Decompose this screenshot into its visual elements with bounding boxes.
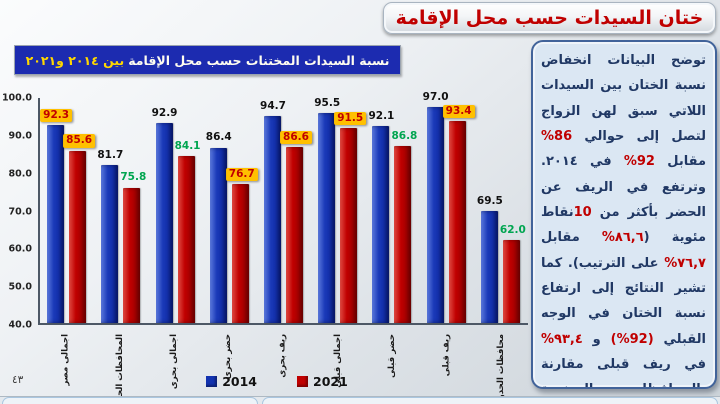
bar-2014-4	[209, 147, 227, 323]
commentary-segment: توضح البيانات انخفاض نسبة الختان بين الس…	[541, 53, 706, 145]
x-axis-category-label: المحافظات الحضرية	[114, 334, 125, 404]
data-label-2014: 86.4	[205, 131, 232, 144]
bar-group: 92.9 84.1	[148, 98, 202, 323]
bar-groups: 92.3 85.6 81.7 75.8 92.9 84.1 86.4 76.7 94.7 86.6…	[40, 91, 528, 323]
data-label-2021: 76.7	[225, 168, 258, 182]
data-label-2014: 69.5	[476, 195, 503, 208]
legend-item-2021: 2021	[297, 374, 348, 389]
bar-2021-5	[285, 146, 303, 323]
legend-swatch-icon	[206, 375, 218, 387]
y-axis: 100.0 90.0 80.0 70.0 60.0 50.0 40.0	[2, 93, 35, 331]
commentary-segment: على الترتيب). كما تشير النتائج إلى ارتفا…	[541, 255, 706, 347]
commentary-text: توضح البيانات انخفاض نسبة الختان بين الس…	[541, 48, 706, 387]
x-axis-category-label: حضر قبلى	[386, 334, 397, 378]
bar-group: 94.7 86.6	[257, 98, 312, 323]
data-label-2014: 92.9	[151, 106, 178, 119]
commentary-segment: نقاط مئوية (	[541, 205, 706, 246]
legend-label: 2021	[313, 373, 348, 389]
bar-2021-1	[69, 150, 87, 323]
data-label-2021: 75.8	[120, 171, 147, 184]
bar-2021-3	[177, 156, 195, 323]
bar-2021-7	[394, 145, 412, 323]
bar-2014-8	[426, 107, 444, 323]
bar-2014-7	[372, 125, 390, 323]
data-label-2021: 91.5	[334, 112, 367, 126]
chart-title-years: بين ٢٠١٤ و٢٠٢١	[25, 52, 125, 68]
bar-2021-6	[340, 128, 358, 323]
bar-2014-5	[263, 116, 281, 323]
data-label-2014: 94.7	[260, 99, 286, 112]
commentary-highlight-number: 86%	[541, 129, 573, 145]
bar-group: 95.5 91.5	[311, 96, 367, 323]
bar-group: 92.1 86.8	[365, 98, 419, 323]
bar-group: 81.7 75.8	[94, 98, 148, 323]
bar-group: 69.5 62.0	[474, 98, 528, 323]
bar-2014-3	[155, 122, 173, 323]
bar-2021-4	[231, 184, 249, 323]
bar-group: 86.4 76.7	[203, 98, 258, 323]
data-label-2014: 81.7	[97, 149, 124, 162]
y-axis-tick-label: 100.0	[1, 92, 32, 104]
data-label-2014: 92.1	[368, 109, 395, 122]
commentary-highlight-number: 10	[573, 205, 592, 221]
chart-legend: 2014 2021	[38, 373, 516, 389]
data-label-2021: 84.1	[174, 140, 201, 153]
slide-title-bar: ختان السيدات حسب محل الإقامة	[383, 2, 716, 34]
data-label-2014: 95.5	[314, 96, 341, 109]
legend-item-2014: 2014	[206, 374, 257, 389]
bar-2014-2	[101, 165, 119, 323]
data-label-2021: 86.8	[391, 129, 418, 142]
bar-2014-9	[480, 211, 498, 323]
commentary-highlight-number: ٩٣,٤%	[541, 331, 583, 347]
commentary-segment: في ٢٠١٤. وترتفع في الريف عن الحضر بأكثر …	[541, 154, 706, 221]
commentary-segment: مقابل	[541, 230, 602, 246]
next-slide-box-right	[262, 397, 718, 404]
y-axis-tick-label: 90.0	[8, 130, 32, 142]
y-axis-tick-label: 70.0	[8, 206, 32, 217]
commentary-segment: مقابل	[654, 154, 706, 170]
commentary-highlight-number: ٨٦,٦%	[601, 230, 644, 246]
data-label-2021: 86.6	[280, 130, 312, 144]
bar-2021-2	[123, 187, 141, 323]
chart-plot-area: 92.3 85.6 81.7 75.8 92.9 84.1 86.4 76.7 94.7 86.6…	[38, 91, 528, 325]
data-label-2021: 93.4	[442, 104, 475, 118]
commentary-segment: و	[582, 331, 611, 347]
bar-2014-6	[318, 113, 336, 323]
x-axis-category-label: محافظات الحدود	[495, 334, 506, 404]
x-axis-category-label: ريف قبلى	[441, 334, 452, 377]
y-axis-tick-label: 40.0	[8, 319, 32, 331]
bar-group: 92.3 85.6	[40, 98, 96, 323]
slide-title: ختان السيدات حسب محل الإقامة	[395, 7, 704, 29]
bar-2021-8	[448, 121, 466, 323]
commentary-panel: توضح البيانات انخفاض نسبة الختان بين الس…	[531, 40, 717, 389]
y-axis-tick-label: 50.0	[8, 281, 32, 293]
y-axis-tick-label: 80.0	[8, 168, 32, 180]
data-label-2021: 85.6	[63, 134, 96, 148]
bar-group: 97.0 93.4	[420, 91, 475, 323]
next-slide-edge	[0, 396, 720, 404]
commentary-highlight-number: (92%)	[610, 331, 654, 347]
chart-title-main: نسبة السيدات المختنات حسب محل الإقامة	[128, 52, 390, 68]
commentary-highlight-number: ٧٦,٧%	[664, 255, 706, 271]
y-axis-tick-label: 60.0	[8, 243, 32, 255]
bar-2021-9	[502, 239, 520, 323]
commentary-highlight-number: 92%	[623, 154, 655, 170]
data-label-2014: 92.3	[40, 108, 73, 123]
page-number: ٤٣	[12, 374, 24, 386]
chart-title-bar: نسبة السيدات المختنات حسب محل الإقامة بي…	[14, 45, 401, 75]
legend-swatch-icon	[297, 375, 308, 387]
x-axis-category-label: ريف بحرى	[277, 334, 288, 378]
data-label-2021: 62.0	[499, 223, 526, 236]
next-slide-box-left	[2, 397, 258, 404]
commentary-segment: في ريف قبلى مقارنة بالمحافظات الحضرية وا…	[541, 357, 706, 387]
legend-label: 2014	[222, 373, 257, 389]
data-label-2014: 97.0	[422, 91, 449, 104]
bar-2014-1	[47, 125, 65, 323]
